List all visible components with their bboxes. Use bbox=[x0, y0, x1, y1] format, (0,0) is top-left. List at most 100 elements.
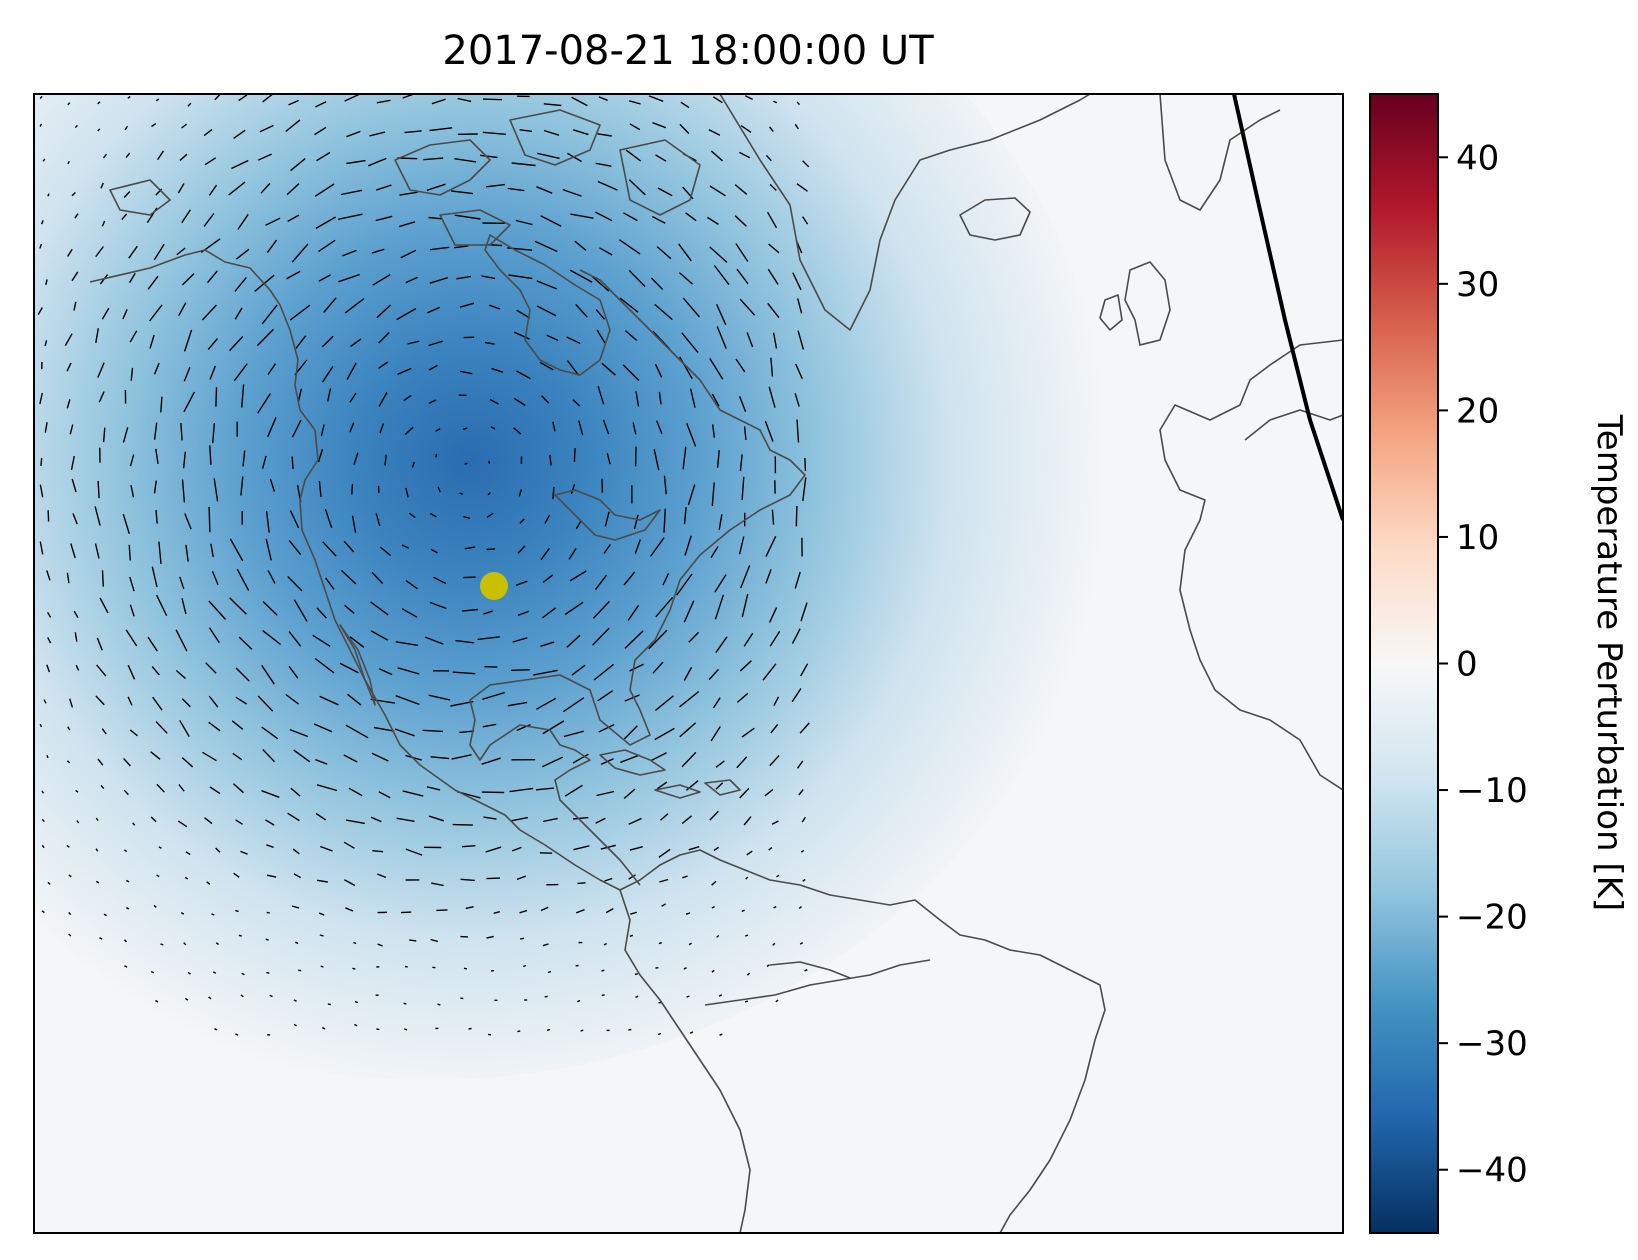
wind-vector bbox=[101, 307, 110, 320]
wind-vector bbox=[452, 823, 473, 826]
wind-vector bbox=[776, 874, 780, 878]
wind-vector bbox=[121, 213, 128, 221]
wind-vector bbox=[429, 127, 453, 132]
wind-vector bbox=[708, 128, 721, 136]
wind-vector bbox=[202, 751, 217, 762]
wind-vector bbox=[395, 641, 419, 646]
wind-vector bbox=[465, 906, 474, 910]
wind-vector bbox=[773, 696, 780, 707]
wind-vector bbox=[546, 1028, 551, 1031]
wind-vector bbox=[208, 721, 221, 732]
wind-vector bbox=[370, 630, 389, 641]
wind-vector bbox=[313, 723, 333, 733]
wind-vector bbox=[595, 308, 606, 320]
wind-vector bbox=[259, 124, 274, 133]
coastline-scandinavia bbox=[1159, 94, 1281, 211]
terminator-line bbox=[1232, 94, 1343, 521]
wind-vector bbox=[429, 512, 437, 518]
wind-vector bbox=[578, 420, 584, 436]
wind-vector bbox=[740, 125, 752, 133]
wind-vector bbox=[262, 630, 282, 646]
wind-vector bbox=[129, 729, 138, 737]
wind-vector bbox=[126, 879, 130, 883]
wind-vector bbox=[68, 933, 72, 937]
wind-vector bbox=[69, 424, 74, 435]
wind-vector bbox=[293, 599, 308, 622]
wind-vector bbox=[799, 722, 810, 734]
wind-vector bbox=[562, 188, 582, 197]
wind-vector bbox=[343, 754, 358, 763]
wind-vector bbox=[235, 696, 247, 705]
wind-vector bbox=[547, 970, 552, 974]
wind-vector bbox=[741, 727, 755, 738]
wind-vector bbox=[606, 453, 611, 465]
wind-vector bbox=[689, 1031, 694, 1034]
wind-vector bbox=[710, 546, 719, 559]
wind-vector bbox=[634, 973, 639, 976]
wind-vector bbox=[535, 697, 557, 710]
wind-vector bbox=[709, 358, 724, 380]
wind-vector bbox=[405, 848, 423, 856]
wind-vector bbox=[370, 601, 389, 616]
wind-vector bbox=[769, 631, 781, 647]
wind-vector bbox=[769, 755, 780, 767]
wind-vector bbox=[802, 216, 809, 225]
wind-vector bbox=[153, 362, 160, 375]
wind-vector bbox=[683, 507, 687, 525]
wind-vector bbox=[181, 273, 195, 286]
wind-vector bbox=[400, 249, 417, 259]
wind-vector bbox=[713, 846, 719, 852]
wind-vector bbox=[435, 427, 441, 432]
wind-vector bbox=[349, 422, 355, 433]
wind-vector bbox=[184, 513, 192, 530]
wind-vector bbox=[315, 216, 337, 230]
wind-vector bbox=[160, 396, 163, 413]
wind-vector bbox=[539, 361, 554, 371]
wind-vector bbox=[573, 448, 576, 462]
wind-vector bbox=[544, 514, 551, 524]
wind-vector bbox=[241, 972, 245, 976]
wind-vector bbox=[795, 363, 803, 380]
wind-vector bbox=[510, 669, 530, 671]
wind-vector bbox=[491, 367, 504, 373]
wind-vector bbox=[401, 544, 409, 549]
wind-vector bbox=[746, 332, 754, 348]
wind-vector bbox=[536, 305, 557, 317]
wind-vector bbox=[266, 874, 277, 878]
wind-vector bbox=[460, 997, 464, 1000]
wind-vector bbox=[658, 848, 671, 858]
wind-vector bbox=[482, 723, 497, 728]
wind-vector bbox=[515, 580, 528, 586]
wind-vector bbox=[632, 422, 637, 435]
wind-vector bbox=[429, 246, 450, 251]
wind-vector bbox=[103, 913, 107, 917]
wind-vector bbox=[597, 385, 605, 405]
wind-vector bbox=[481, 757, 501, 765]
wind-vector bbox=[69, 698, 74, 708]
wind-vector bbox=[734, 215, 747, 227]
wind-vector bbox=[127, 696, 133, 706]
wind-vector bbox=[738, 396, 747, 413]
wind-vector bbox=[208, 506, 211, 533]
wind-vector bbox=[802, 878, 806, 882]
wind-vector bbox=[201, 304, 217, 321]
wind-vector bbox=[512, 637, 528, 643]
wind-vector bbox=[430, 548, 438, 554]
wind-vector bbox=[767, 268, 779, 285]
wind-vector bbox=[175, 669, 186, 680]
wind-vector bbox=[183, 329, 193, 352]
wind-vector bbox=[486, 512, 494, 518]
wind-vector bbox=[482, 98, 503, 101]
wind-vector bbox=[155, 721, 168, 734]
wind-vector bbox=[601, 994, 605, 997]
wind-vector bbox=[152, 696, 163, 711]
wind-vector bbox=[628, 874, 636, 880]
wind-vector bbox=[206, 881, 211, 885]
wind-vector bbox=[571, 664, 586, 676]
wind-vector bbox=[238, 934, 242, 937]
wind-vector bbox=[269, 994, 273, 998]
wind-vector bbox=[287, 214, 300, 223]
wind-vector bbox=[714, 574, 727, 593]
wind-vector bbox=[214, 1028, 218, 1031]
wind-vector bbox=[238, 636, 253, 650]
